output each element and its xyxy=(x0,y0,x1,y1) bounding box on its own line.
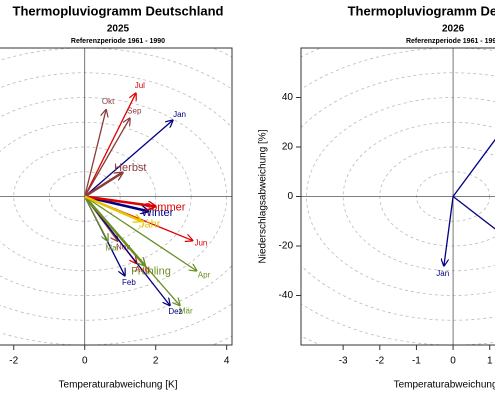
arrow-label: Jun xyxy=(194,239,207,248)
x-tick-label: 0 xyxy=(82,356,88,367)
chart-year: 2026 xyxy=(442,24,465,35)
x-tick-label: -2 xyxy=(375,356,384,367)
arrow-label: Apr xyxy=(198,270,211,279)
arrow xyxy=(84,172,123,198)
arrow xyxy=(84,195,142,222)
x-tick-label: 0 xyxy=(450,356,456,367)
arrow-label: Frühling xyxy=(131,266,171,278)
y-tick-label: 20 xyxy=(282,142,294,153)
arrow-label: Jahr xyxy=(139,218,161,230)
arrow xyxy=(83,195,145,266)
arrow xyxy=(84,120,173,197)
plot-area: Jan xyxy=(301,48,495,345)
arrow-label: Herbst xyxy=(114,162,146,174)
arrow-label: Nov xyxy=(116,243,130,252)
y-tick-label: 40 xyxy=(282,92,294,103)
arrow-label: Feb xyxy=(122,278,136,287)
y-tick-label: 0 xyxy=(287,191,293,202)
arrow xyxy=(452,138,495,197)
arrow xyxy=(84,195,197,271)
arrow xyxy=(84,110,106,197)
arrow-label: Mai xyxy=(105,243,118,252)
chart-title: Thermopluviogramm Deutschland xyxy=(348,3,495,18)
arrow xyxy=(84,118,130,197)
arrow-label: Sommer xyxy=(144,201,186,213)
y-axis-label: Niederschlagsabweichung [%] xyxy=(258,129,269,263)
arrow-label: Jul xyxy=(135,81,145,90)
arrow xyxy=(84,93,136,197)
y-tick-label: -40 xyxy=(279,290,294,301)
x-tick-label: 4 xyxy=(224,356,230,367)
chart-subtitle: Referenzperiode 1961 - 1990 xyxy=(71,38,165,45)
arrow-label: Jan xyxy=(436,269,449,278)
x-tick-label: 1 xyxy=(487,356,493,367)
x-tick-label: -1 xyxy=(412,356,421,367)
chart-subtitle: Referenzperiode 1961 - 1990 xyxy=(406,38,495,45)
arrow-label: Mär xyxy=(179,307,193,316)
arrow-label: Jan xyxy=(173,110,186,119)
arrow-label: Sep xyxy=(127,106,142,115)
x-axis-label: Temperaturabweichung [K] xyxy=(59,380,178,391)
plot-area: JanFebMärAprMaiJunJulAugSepOktNovDezWint… xyxy=(0,48,232,345)
y-tick-label: -20 xyxy=(279,241,294,252)
arrow xyxy=(452,195,495,230)
arrow xyxy=(84,195,156,207)
arrow xyxy=(444,196,454,266)
chart-title: Thermopluviogramm Deutschland xyxy=(13,3,224,18)
x-tick-label: -2 xyxy=(9,356,18,367)
arrow-label: Okt xyxy=(102,97,115,106)
chart-year: 2025 xyxy=(107,24,130,35)
arrow xyxy=(84,196,108,242)
plot-box xyxy=(0,47,233,346)
arrow-label: Dez xyxy=(168,307,182,316)
x-axis-label: Temperaturabweichung [K] xyxy=(394,380,495,391)
x-tick-label: -3 xyxy=(339,356,348,367)
x-tick-label: 2 xyxy=(153,356,159,367)
